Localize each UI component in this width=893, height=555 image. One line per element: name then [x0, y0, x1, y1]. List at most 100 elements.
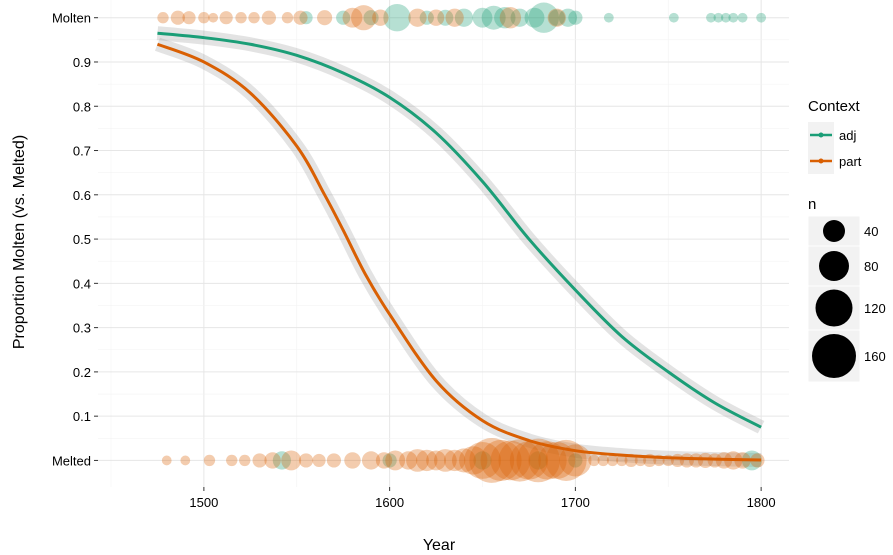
data-point-part — [385, 450, 406, 471]
y-tick-label: 0.7 — [73, 144, 91, 159]
data-point-adj — [756, 12, 767, 23]
data-point-adj — [568, 10, 583, 25]
data-point-part — [547, 8, 566, 27]
data-point-adj — [363, 10, 379, 26]
data-point-part — [616, 454, 628, 467]
data-point-part — [361, 451, 381, 470]
legend-size-circle-40 — [823, 220, 845, 242]
legend-size-circle-80 — [819, 251, 849, 281]
data-point-part — [509, 441, 549, 480]
data-point-adj — [603, 12, 614, 23]
data-point-adj — [454, 8, 474, 27]
y-tick-label: 0.9 — [73, 55, 91, 70]
data-point-part — [161, 455, 172, 466]
fit-lines — [156, 31, 762, 462]
data-point-part — [293, 10, 308, 25]
data-point-adj — [494, 7, 516, 29]
data-point-adj — [668, 12, 679, 23]
data-point-part — [281, 12, 294, 24]
x-tick-label: 1600 — [375, 495, 404, 510]
data-point-part — [261, 10, 276, 25]
data-point-part — [157, 12, 169, 24]
data-point-adj — [472, 7, 493, 28]
data-point-adj — [383, 4, 411, 32]
data-point-part — [528, 441, 567, 480]
legend-size-entry-40: 40 — [807, 215, 878, 247]
data-point-part — [516, 438, 561, 483]
legend-size-label-120: 120 — [864, 301, 886, 316]
x-axis-label: Year — [423, 537, 456, 554]
data-point-part — [239, 454, 251, 467]
data-point-part — [399, 451, 418, 470]
legend-color-entry-part: part — [808, 148, 862, 174]
data-point-part — [538, 441, 576, 479]
legend-size-label-160: 160 — [864, 349, 886, 364]
data-point-part — [459, 446, 488, 475]
data-point-part — [252, 453, 267, 468]
legend-size-label-40: 40 — [864, 224, 878, 239]
data-point-part — [464, 441, 501, 479]
data-point-adj — [382, 453, 397, 468]
data-point-part — [426, 450, 447, 471]
data-point-part — [226, 454, 238, 467]
data-point-part — [445, 8, 464, 27]
data-point-adj — [419, 10, 434, 25]
data-point-adj — [336, 10, 351, 25]
legend-dot-part — [818, 158, 824, 164]
legend-dot-adj — [818, 132, 824, 138]
legend-color-title: Context — [808, 98, 861, 115]
data-point-part — [588, 454, 600, 467]
legend-label-adj: adj — [839, 128, 856, 143]
y-tick-label: 0.2 — [73, 365, 91, 380]
data-point-part — [342, 7, 363, 28]
data-point-part — [372, 9, 389, 26]
data-point-adj — [728, 12, 739, 23]
data-point-adj — [720, 12, 731, 23]
data-point-part — [203, 454, 216, 467]
data-point-adj — [558, 8, 578, 27]
data-point-part — [480, 439, 522, 481]
data-point-part — [235, 12, 247, 24]
data-point-part — [248, 12, 260, 24]
data-point-part — [344, 452, 361, 469]
data-point-part — [182, 11, 196, 25]
data-point-part — [326, 453, 342, 468]
y-tick-label: Molten — [52, 11, 91, 26]
data-points — [157, 2, 767, 483]
data-point-part — [499, 7, 522, 29]
data-point-part — [490, 440, 531, 481]
data-point-adj — [473, 451, 492, 470]
data-point-part — [317, 10, 333, 26]
data-point-part — [433, 449, 457, 472]
legend-color-entry-adj: adj — [808, 122, 856, 148]
data-point-part — [451, 448, 476, 473]
data-point-part — [689, 453, 704, 468]
data-point-part — [219, 11, 233, 25]
data-point-part — [469, 438, 515, 483]
data-point-adj — [568, 453, 583, 468]
legend-size-entry-80: 80 — [807, 245, 878, 287]
data-point-part — [298, 453, 314, 468]
y-tick-label: 0.8 — [73, 99, 91, 114]
data-point-part — [198, 12, 210, 24]
data-point-part — [443, 449, 466, 472]
x-tick-label: 1500 — [189, 495, 218, 510]
data-point-part — [375, 452, 393, 469]
data-point-part — [264, 452, 281, 469]
legend-size-circle-160 — [812, 334, 856, 378]
x-tick-label: 1800 — [747, 495, 776, 510]
data-point-adj — [481, 5, 506, 30]
data-point-adj — [524, 7, 545, 28]
legend-size-entry-120: 120 — [807, 285, 886, 331]
legend: Context adj part n 40 80 120 — [807, 98, 886, 383]
data-point-part — [606, 454, 619, 467]
y-tick-label: 0.1 — [73, 409, 91, 424]
data-point-adj — [713, 12, 724, 23]
fit-line-adj — [157, 31, 762, 429]
data-point-part — [408, 8, 427, 27]
data-point-adj — [706, 12, 716, 23]
y-axis-label: Proportion Molten (vs. Melted) — [11, 135, 28, 349]
data-point-adj — [510, 8, 529, 27]
y-tick-label: Melted — [52, 453, 91, 468]
